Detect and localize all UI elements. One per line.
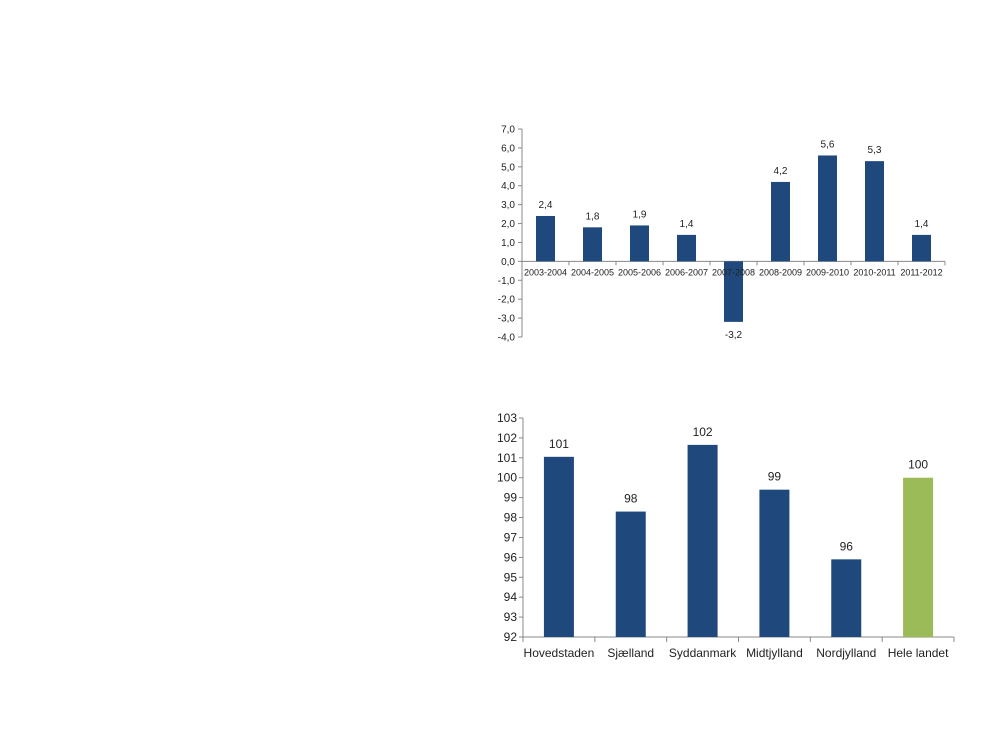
category-label: 2009-2010 [806,267,849,277]
category-label: 2006-2007 [665,267,708,277]
bar [759,489,790,637]
y-tick-label: 5,0 [501,162,515,173]
y-tick-label: 95 [504,570,518,584]
data-label: 4,2 [774,166,788,177]
y-tick-label: -2,0 [498,295,516,306]
category-label: 2004-2005 [571,267,614,277]
data-label: 1,8 [586,211,600,222]
category-label: Nordjylland [816,646,876,660]
data-label: 1,4 [915,219,929,230]
category-label: 2007-2008 [712,267,755,277]
bar [583,227,602,262]
bar [771,181,790,262]
y-tick-label: -3,0 [498,314,516,325]
bar [677,234,696,262]
y-tick-label: 92 [504,630,518,644]
category-label: 2011-2012 [900,267,942,277]
bar [543,456,574,637]
data-label: 96 [840,539,854,553]
category-label: 2010-2011 [853,267,895,277]
y-tick-label: 3,0 [501,200,515,211]
bar [724,261,743,322]
y-tick-label: 0,0 [501,257,515,268]
bar [903,477,934,637]
bar [536,215,555,262]
data-label: -3,2 [725,330,743,341]
y-tick-label: 98 [504,511,518,525]
data-label: 5,3 [868,145,882,156]
y-tick-label: -4,0 [498,333,516,344]
data-label: 98 [624,492,638,506]
category-label: 2005-2006 [618,267,661,277]
y-tick-label: 101 [497,451,517,465]
y-tick-label: 94 [504,590,518,604]
data-label: 5,6 [821,139,835,150]
data-label: 2,4 [539,200,553,211]
bar [630,225,649,262]
y-tick-label: 7,0 [501,125,515,136]
data-label: 100 [908,458,928,472]
y-tick-label: 103 [497,411,517,425]
category-label: Hele landet [888,646,949,660]
y-tick-label: 97 [504,530,518,544]
bar [831,559,862,637]
category-label: 2003-2004 [524,267,567,277]
bar [865,161,884,262]
y-tick-label: 1,0 [501,238,515,249]
y-tick-label: 2,0 [501,219,515,230]
y-tick-label: 93 [504,610,518,624]
y-tick-label: 99 [504,491,518,505]
bar [912,234,931,262]
category-label: 2008-2009 [759,267,802,277]
category-label: Syddanmark [669,646,737,660]
data-label: 99 [768,470,782,484]
y-tick-label: 4,0 [501,181,515,192]
data-label: 102 [693,425,713,439]
y-tick-label: 100 [497,471,517,485]
y-tick-label: -1,0 [498,276,516,287]
data-label: 1,9 [633,209,647,220]
y-tick-label: 102 [497,431,517,445]
data-label: 1,4 [680,219,694,230]
category-label: Hovedstaden [524,646,595,660]
bar [818,155,837,262]
data-label: 101 [549,437,569,451]
bar [615,511,646,637]
bar [687,444,718,637]
y-tick-label: 6,0 [501,143,515,154]
category-label: Midtjylland [746,646,803,660]
category-label: Sjælland [607,646,654,660]
y-tick-label: 96 [504,550,518,564]
